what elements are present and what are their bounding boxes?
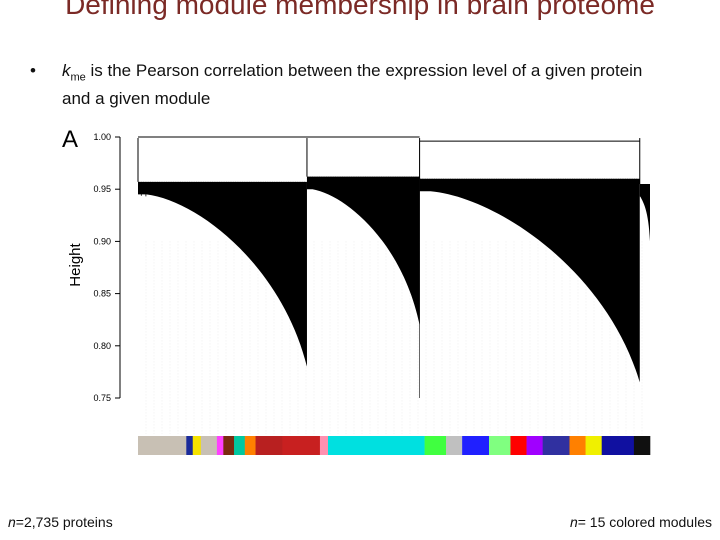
module-color-segment <box>192 436 202 455</box>
protein-count-n: n <box>8 514 16 530</box>
dendrogram-branches <box>137 136 650 398</box>
dendrogram-cluster <box>639 183 650 242</box>
module-color-segment <box>138 436 187 455</box>
module-color-segment <box>200 436 218 455</box>
dendrogram-cluster <box>306 176 420 325</box>
leaf-guides <box>145 241 643 434</box>
module-color-segment <box>424 436 447 455</box>
module-color-segment <box>319 436 329 455</box>
module-color-segment <box>327 436 393 455</box>
module-color-segment <box>392 436 425 455</box>
module-color-bar <box>138 436 651 455</box>
slide-title: Defining module membership in brain prot… <box>65 0 655 20</box>
y-tick-label: 0.85 <box>93 289 111 299</box>
panel-label: A <box>62 126 78 153</box>
module-color-segment <box>462 436 490 455</box>
y-axis-label: Height <box>67 242 84 286</box>
module-color-segment <box>255 436 283 455</box>
module-color-segment <box>488 436 511 455</box>
kme-symbol: kme <box>62 61 86 84</box>
module-color-segment <box>601 436 635 455</box>
dendrogram-cluster <box>419 178 640 383</box>
y-tick-label: 0.80 <box>93 341 111 351</box>
y-tick-label: 0.95 <box>93 184 111 194</box>
dendrogram-cluster <box>138 181 307 367</box>
merge-branch <box>138 136 640 142</box>
module-color-segment <box>234 436 246 455</box>
module-color-segment <box>526 436 543 455</box>
module-color-segment <box>244 436 256 455</box>
module-color-segment <box>282 436 321 455</box>
y-tick-label: 0.90 <box>93 236 111 246</box>
module-color-segment <box>216 436 224 455</box>
module-color-segment <box>186 436 194 455</box>
y-tick-label: 0.75 <box>93 393 111 403</box>
module-count: n= 15 colored modules <box>570 514 712 530</box>
y-axis: 1.00 0.95 0.90 0.85 0.80 0.75 <box>93 132 121 403</box>
module-color-segment <box>446 436 463 455</box>
module-color-segment <box>585 436 602 455</box>
module-color-segment <box>510 436 527 455</box>
module-color-segment <box>223 436 235 455</box>
module-color-segment <box>569 436 586 455</box>
module-count-n: n <box>569 514 578 530</box>
protein-count-text: =2,735 proteins <box>15 514 113 530</box>
module-color-segment <box>633 436 651 455</box>
bullet-dot: • <box>30 61 36 80</box>
y-tick-label: 1.00 <box>93 132 111 142</box>
kme-subscript: me <box>70 71 86 84</box>
bullet-text: kme is the Pearson correlation between t… <box>62 60 672 110</box>
module-color-segment <box>542 436 570 455</box>
bullet-body: is the Pearson correlation between the e… <box>62 61 643 109</box>
module-count-text: = 15 colored modules <box>577 514 712 530</box>
kme-k: k <box>62 61 71 80</box>
protein-count: n=2,735 proteins <box>8 514 113 530</box>
